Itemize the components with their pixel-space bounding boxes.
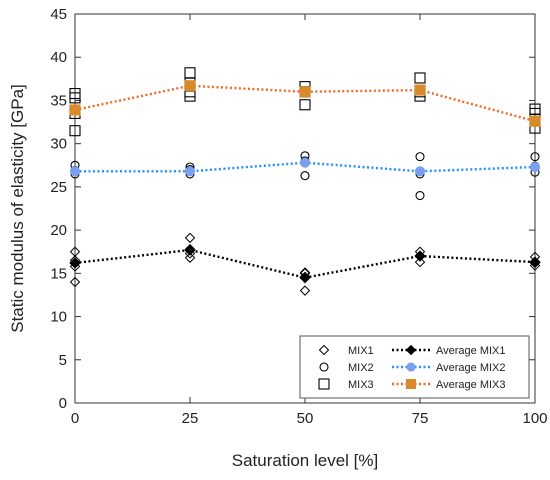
avg-point-average-mix2	[529, 161, 541, 173]
y-tick-label: 15	[50, 265, 67, 282]
series-average-mix1	[69, 244, 541, 284]
x-tick-label: 100	[522, 410, 547, 427]
avg-point-average-mix3	[299, 86, 311, 98]
avg-point-average-mix3	[414, 84, 426, 96]
series-average-mix3	[69, 80, 541, 127]
point-mix3	[299, 99, 311, 111]
point-mix1	[69, 246, 81, 257]
legend-marker	[405, 378, 417, 390]
legend-label: MIX1	[348, 345, 374, 357]
y-tick-label: 35	[50, 92, 67, 109]
point-mix3	[184, 67, 196, 79]
legend-entry-average-mix3: Average MIX3	[392, 378, 506, 391]
point-mix2	[415, 190, 425, 201]
legend-entry-mix1: MIX1	[318, 344, 374, 357]
avg-point-average-mix3	[69, 104, 81, 116]
y-tick-label: 40	[50, 49, 67, 66]
point-mix1	[299, 285, 311, 296]
point-mix2	[530, 152, 540, 162]
point-mix1	[69, 276, 81, 288]
y-tick-label: 45	[50, 6, 67, 23]
point-mix1	[184, 252, 196, 263]
series-average-mix2	[69, 157, 541, 177]
legend-label: Average MIX1	[436, 345, 506, 357]
x-tick-label: 50	[297, 410, 314, 427]
x-tick-label: 75	[412, 410, 429, 427]
legend-marker	[405, 344, 417, 356]
point-mix1	[184, 232, 196, 244]
legend-entry-mix3: MIX3	[318, 378, 374, 391]
legend-label: MIX2	[348, 362, 374, 374]
avg-point-average-mix2	[299, 157, 311, 168]
avg-point-average-mix1	[69, 257, 81, 269]
x-tick-label: 0	[71, 410, 79, 427]
legend-entry-average-mix1: Average MIX1	[392, 344, 506, 357]
y-axis-title: Static modulus of elasticity [GPa]	[8, 84, 27, 333]
y-tick-label: 10	[50, 309, 67, 326]
point-mix2	[300, 171, 310, 181]
x-tick-label: 25	[182, 410, 199, 427]
point-mix2	[415, 152, 425, 162]
legend-label: Average MIX3	[436, 379, 506, 391]
point-mix3	[69, 87, 81, 100]
y-tick-label: 20	[50, 222, 67, 239]
avg-point-average-mix3	[184, 80, 196, 92]
y-tick-label: 5	[59, 352, 67, 369]
legend-marker	[406, 362, 416, 372]
legend-label: MIX3	[348, 379, 374, 391]
legend: MIX1 MIX2 MIX3 Average MIX1 Average MIX2 Aver…	[299, 335, 530, 399]
legend-label: Average MIX2	[436, 362, 506, 374]
avg-point-average-mix1	[529, 256, 541, 268]
point-mix3	[184, 90, 196, 102]
legend-marker	[318, 344, 330, 356]
y-tick-label: 0	[59, 395, 67, 412]
point-mix1	[414, 256, 426, 268]
series-mix3	[69, 67, 541, 137]
avg-point-average-mix1	[414, 250, 426, 262]
point-mix3	[529, 103, 541, 115]
legend-marker	[318, 378, 330, 390]
y-tick-label: 30	[50, 136, 67, 153]
avg-point-average-mix2	[184, 166, 196, 177]
avg-point-average-mix2	[414, 166, 426, 177]
avg-point-average-mix1	[184, 244, 196, 256]
legend-entry-mix2: MIX2	[319, 362, 374, 374]
line-average-mix3	[74, 84, 536, 123]
series-mix1	[69, 232, 541, 296]
plot-area	[69, 67, 541, 296]
point-mix3	[414, 72, 426, 84]
avg-point-average-mix2	[69, 166, 81, 177]
y-tick-label: 25	[50, 179, 67, 196]
legend-entry-average-mix2: Average MIX2	[392, 362, 506, 374]
x-axis-title: Saturation level [%]	[232, 451, 378, 470]
avg-point-average-mix1	[299, 271, 311, 284]
avg-point-average-mix3	[529, 115, 541, 127]
point-mix3	[69, 125, 81, 137]
axes: 0 25 50 75 100 0 5 10 15 20 25 30 35 40 45	[50, 6, 547, 427]
legend-marker	[319, 362, 329, 372]
